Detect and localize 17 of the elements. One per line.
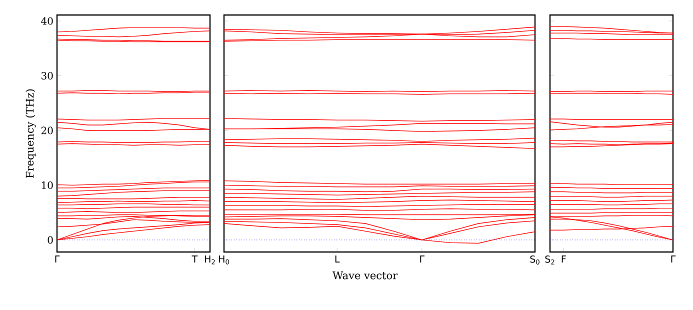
x-tick-label: H$_{0}$ — [218, 256, 230, 264]
x-tick-label: S$_{2}$ — [545, 256, 554, 264]
x-tick-label: Γ — [671, 256, 676, 262]
x-axis-title: Wave vector — [332, 272, 398, 280]
y-tick-label: 0 — [48, 236, 53, 244]
y-tick-label: 30 — [42, 72, 53, 80]
x-tick-label: T — [192, 256, 198, 262]
x-tick-label: S$_{0}$ — [530, 256, 540, 264]
y-tick-label: 40 — [41, 17, 53, 25]
y-axis-title: Frequency (THz) — [26, 89, 36, 178]
x-tick-label: F — [562, 256, 566, 262]
y-tick-label: 20 — [41, 126, 53, 134]
x-tick-label: H$_{2}$ — [204, 256, 215, 264]
x-tick-label: Γ — [55, 256, 60, 262]
x-tick-label: Γ — [420, 256, 425, 262]
x-tick-label: L — [335, 256, 340, 262]
y-tick-label: 10 — [42, 181, 53, 189]
